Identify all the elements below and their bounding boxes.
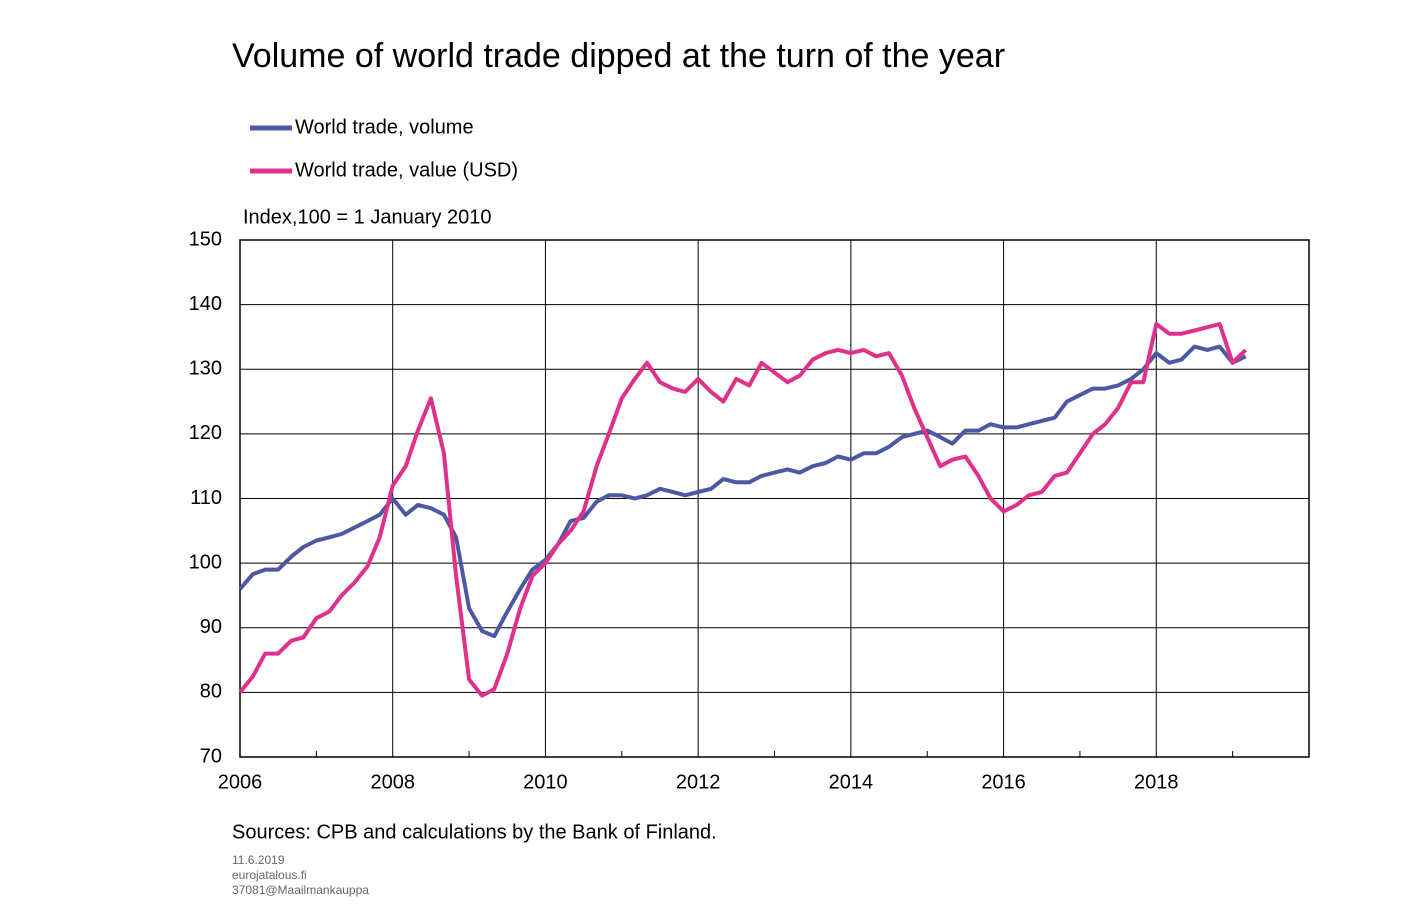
y-tick-label: 100 xyxy=(189,551,222,573)
x-tick-label: 2014 xyxy=(829,771,874,793)
series-line xyxy=(238,344,1247,639)
footer-text: 11.6.2019 xyxy=(232,853,285,867)
y-tick-label: 80 xyxy=(200,681,222,703)
y-tick-label: 130 xyxy=(189,358,222,380)
y-tick-label: 110 xyxy=(190,487,222,509)
chart-title: Volume of world trade dipped at the turn… xyxy=(232,37,1005,75)
y-axis-label: Index,100 = 1 January 2010 xyxy=(243,206,492,228)
legend-label: World trade, volume xyxy=(295,116,474,138)
x-tick-label: 2018 xyxy=(1134,771,1179,793)
x-tick-label: 2010 xyxy=(523,771,568,793)
x-tick-label: 2012 xyxy=(676,771,721,793)
plot-frame xyxy=(239,239,1310,758)
x-tick-label: 2006 xyxy=(218,771,263,793)
y-tick-label: 140 xyxy=(189,293,222,315)
y-tick-label: 150 xyxy=(189,228,222,250)
x-tick-label: 2016 xyxy=(981,771,1026,793)
x-tick-label: 2008 xyxy=(370,771,415,793)
legend-label: World trade, value (USD) xyxy=(295,159,518,181)
source: Sources: CPB and calculations by the Ban… xyxy=(232,821,717,843)
y-tick-label: 90 xyxy=(200,616,222,638)
y-tick-label: 120 xyxy=(189,422,222,444)
series-line xyxy=(238,322,1248,698)
footer-text: 37081@Maailmankauppa xyxy=(232,883,369,897)
y-tick-label: 70 xyxy=(200,745,222,767)
footer-text: eurojatalous.fi xyxy=(232,868,307,882)
